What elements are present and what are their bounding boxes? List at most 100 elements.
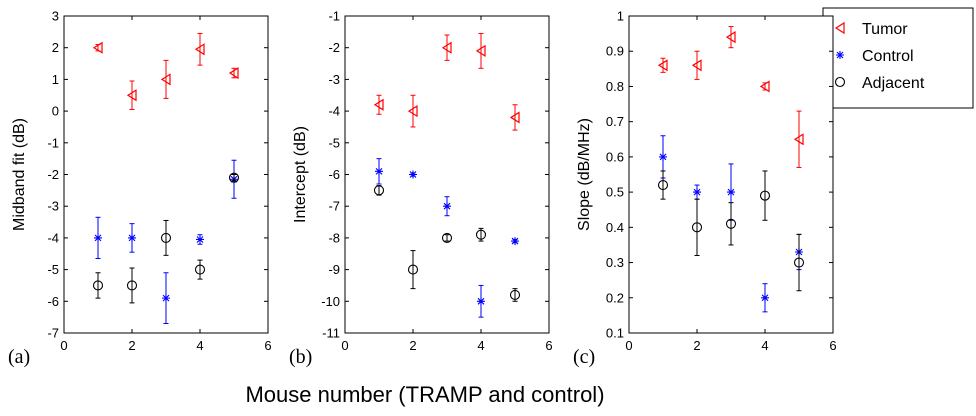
panel-label: (a)	[8, 346, 30, 368]
adjacent-point	[92, 280, 104, 291]
x-tick-label: 2	[693, 338, 700, 353]
y-tick-label: -5	[47, 262, 59, 277]
legend-adjacent-marker-icon	[834, 76, 846, 88]
y-tick-label: -4	[47, 230, 59, 245]
control-point	[443, 202, 451, 211]
tumor-point	[475, 44, 486, 57]
y-tick-label: -8	[328, 230, 340, 245]
y-tick-label: 1	[52, 72, 59, 87]
plot-area	[344, 15, 550, 334]
control-point	[693, 188, 701, 197]
y-tick-label: 0.4	[606, 220, 624, 235]
tumor-point	[373, 98, 384, 111]
y-tick-label: -11	[322, 326, 340, 341]
x-tick-label: 4	[761, 338, 768, 353]
adjacent-point	[126, 280, 138, 291]
x-tick-label: 6	[829, 338, 836, 353]
tumor-point	[725, 31, 736, 44]
y-tick-label: -2	[47, 167, 59, 182]
legend-control-label: Control	[862, 48, 914, 65]
y-tick-label: 0.8	[606, 79, 624, 94]
x-axis-label: Mouse number (TRAMP and control)	[245, 382, 604, 407]
y-tick-label: -2	[328, 40, 340, 55]
x-tick-label: 6	[264, 338, 271, 353]
x-tick-label: 0	[341, 338, 348, 353]
control-point	[659, 152, 667, 161]
x-tick-label: 4	[196, 338, 203, 353]
tumor-point	[793, 133, 804, 146]
y-tick-label: -4	[328, 104, 340, 119]
y-tick-label: 0.7	[606, 114, 624, 129]
y-tick-label: -6	[47, 294, 59, 309]
y-tick-label: 2	[52, 40, 59, 55]
tumor-point	[509, 111, 520, 124]
y-tick-label: -9	[328, 262, 340, 277]
y-tick-label: -1	[328, 9, 340, 24]
y-tick-label: 3	[52, 9, 59, 24]
control-point	[409, 170, 417, 179]
x-tick-label: 0	[625, 338, 632, 353]
control-point	[477, 297, 485, 306]
y-tick-label: 0.1	[606, 326, 624, 341]
tumor-point	[657, 59, 668, 72]
control-point	[375, 167, 383, 176]
legend-tumor-marker-icon	[834, 21, 845, 35]
tumor-point	[441, 41, 452, 54]
y-tick-label: -7	[47, 326, 59, 341]
y-tick-label: -10	[321, 294, 340, 309]
y-axis-label: Midband fit (dB)	[11, 118, 28, 231]
tumor-point	[126, 89, 137, 102]
y-tick-label: -3	[47, 199, 59, 214]
y-tick-label: -5	[328, 135, 340, 150]
adjacent-point	[407, 264, 419, 275]
adjacent-point	[657, 180, 669, 191]
legend: Tumor Control Adjacent	[822, 7, 974, 109]
adjacent-point	[228, 172, 240, 183]
tumor-point	[228, 66, 239, 80]
y-tick-label: 0.5	[606, 185, 624, 200]
tumor-point	[759, 80, 770, 93]
y-tick-label: 0.2	[606, 290, 624, 305]
control-point	[196, 235, 204, 244]
y-tick-label: -7	[328, 199, 340, 214]
adjacent-point	[194, 264, 206, 275]
panel-label: (b)	[289, 346, 312, 368]
adjacent-point	[691, 222, 703, 233]
adjacent-point	[160, 232, 172, 243]
y-axis-label: Slope (dB/MHz)	[576, 118, 593, 231]
tumor-point	[160, 73, 171, 86]
x-tick-label: 4	[477, 338, 484, 353]
control-point	[761, 293, 769, 302]
control-point	[727, 188, 735, 197]
x-tick-label: 2	[128, 338, 135, 353]
panel-label: (c)	[573, 346, 595, 368]
y-tick-label: 0.6	[606, 149, 624, 164]
adjacent-point	[373, 185, 385, 196]
adjacent-point	[441, 232, 453, 243]
control-point	[94, 233, 102, 242]
y-tick-label: -3	[328, 72, 340, 87]
tumor-point	[691, 59, 702, 72]
adjacent-point	[509, 289, 521, 301]
y-tick-label: 0.9	[606, 44, 624, 59]
legend-tumor-label: Tumor	[862, 21, 908, 38]
adjacent-point	[475, 229, 487, 240]
legend-box	[822, 7, 974, 109]
control-point	[128, 233, 136, 242]
adjacent-point	[759, 190, 771, 201]
x-tick-label: 2	[409, 338, 416, 353]
x-tick-label: 6	[545, 338, 552, 353]
control-point	[511, 237, 519, 246]
control-point	[162, 294, 170, 303]
y-tick-label: 0	[52, 104, 59, 119]
y-tick-label: 0.3	[606, 255, 624, 270]
legend-control-marker-icon	[836, 51, 844, 59]
y-axis-label: Intercept (dB)	[292, 126, 309, 223]
chart-panel-3: 0.1 0.2 0.3 0.4 0.5 0.6 0.7 0.8 0.9 1 0 2 4 6 Slope (d…	[573, 9, 837, 369]
tumor-point	[92, 41, 103, 54]
legend-adjacent-label: Adjacent	[862, 75, 925, 92]
adjacent-point	[725, 218, 737, 229]
x-tick-label: 0	[60, 338, 67, 353]
